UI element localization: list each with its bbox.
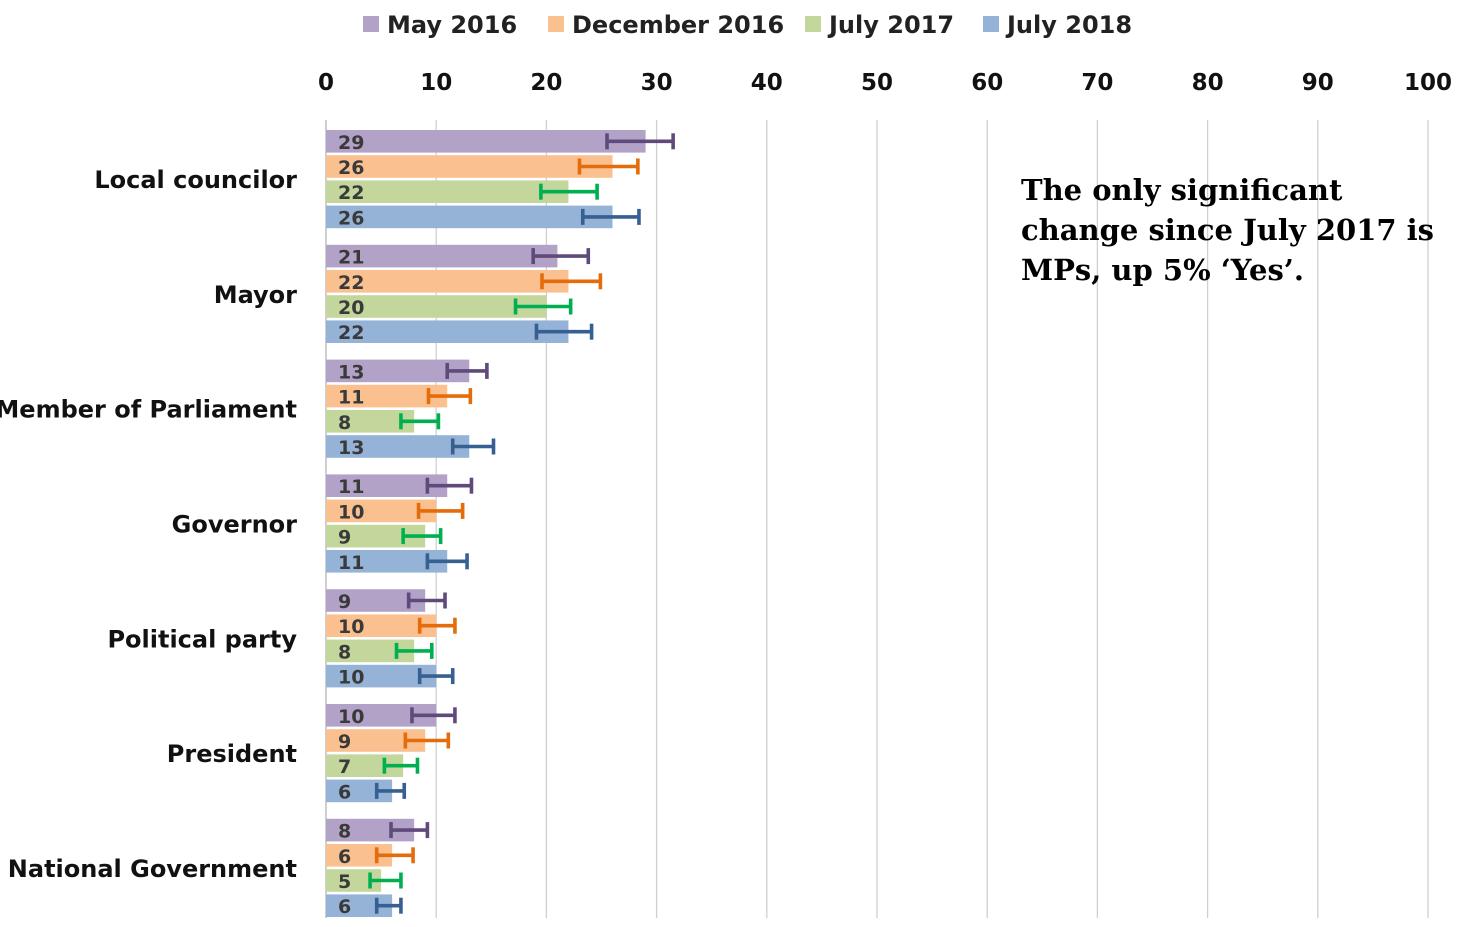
bar [326,244,558,268]
bar [326,474,448,497]
chart-annotation: The only significant change since July 2… [1021,173,1434,287]
data-label: 22 [338,182,364,204]
data-label: 11 [338,387,364,409]
legend-label: July 2018 [1005,11,1132,39]
x-tick-label: 90 [1302,70,1334,96]
data-label: 26 [338,157,364,179]
data-label: 13 [338,361,364,383]
bar [326,550,448,573]
data-label: 26 [338,207,364,229]
data-label: 6 [338,846,351,868]
bar [326,499,437,523]
data-label: 6 [338,781,351,803]
data-label: 9 [338,731,351,753]
bars [326,130,646,917]
data-label: 13 [338,437,364,459]
legend-label: May 2016 [387,11,517,39]
bar [326,359,470,383]
bar [326,295,547,318]
bar [326,130,646,153]
data-label: 10 [338,501,364,523]
category-label: Mayor [214,281,297,309]
x-tick-label: 70 [1081,70,1113,96]
bar [326,205,613,229]
data-label: 8 [338,412,351,434]
bar [326,614,437,637]
data-label: 10 [338,706,364,728]
data-label: 22 [338,322,364,344]
data-labels: 29 21 13 11 9 10 8 26 22 11 10 10 9 6 22 20 8 9 8 7 5 26 22 13 1… [338,132,364,918]
x-tick-label: 40 [751,70,783,96]
data-label: 8 [338,641,351,663]
data-label: 11 [338,552,364,574]
category-label: Member of Parliament [0,396,297,424]
data-label: 29 [338,132,364,154]
legend-label: July 2017 [827,11,954,39]
data-label: 10 [338,667,364,689]
bar [326,639,415,663]
data-label: 5 [338,871,351,893]
x-tick-label: 60 [971,70,1003,96]
data-label: 11 [338,476,364,498]
legend-swatch [983,16,999,32]
category-label: National Government [8,855,297,883]
error-bars [368,133,675,914]
x-tick-label: 50 [861,70,893,96]
category-labels: Local councilor Mayor Member of Parliament… [0,166,297,883]
x-axis-ticks: 0 10 20 30 40 50 60 70 80 90 100 [318,70,1452,96]
legend-swatch [805,16,821,32]
x-tick-label: 100 [1404,70,1452,96]
bar [326,704,437,727]
bar [326,869,382,892]
data-label: 6 [338,896,351,918]
x-tick-label: 20 [530,70,562,96]
bar [326,155,613,178]
bar [326,320,569,343]
bar [326,410,415,433]
data-label: 8 [338,821,351,843]
bar [326,524,426,548]
data-label: 10 [338,616,364,638]
bar [326,270,569,293]
bar [326,664,437,688]
legend: May 2016 December 2016 July 2017 July 2018 [363,11,1132,39]
data-label: 20 [338,297,364,319]
legend-label: December 2016 [572,11,784,39]
data-label: 22 [338,272,364,294]
data-label: 21 [338,247,364,269]
x-tick-label: 80 [1192,70,1224,96]
x-tick-label: 30 [641,70,673,96]
bar [326,384,448,408]
data-label: 9 [338,527,351,549]
x-tick-label: 10 [420,70,452,96]
legend-swatch [363,16,379,32]
bar [326,435,470,458]
data-label: 9 [338,591,351,613]
bar [326,589,426,612]
category-label: Local councilor [94,166,297,194]
legend-swatch [548,16,564,32]
bar [326,729,426,752]
category-label: Political party [107,625,297,653]
x-tick-label: 0 [318,70,334,96]
category-label: President [167,740,297,768]
category-label: Governor [172,511,298,539]
bar [326,180,569,203]
data-label: 7 [338,756,351,778]
